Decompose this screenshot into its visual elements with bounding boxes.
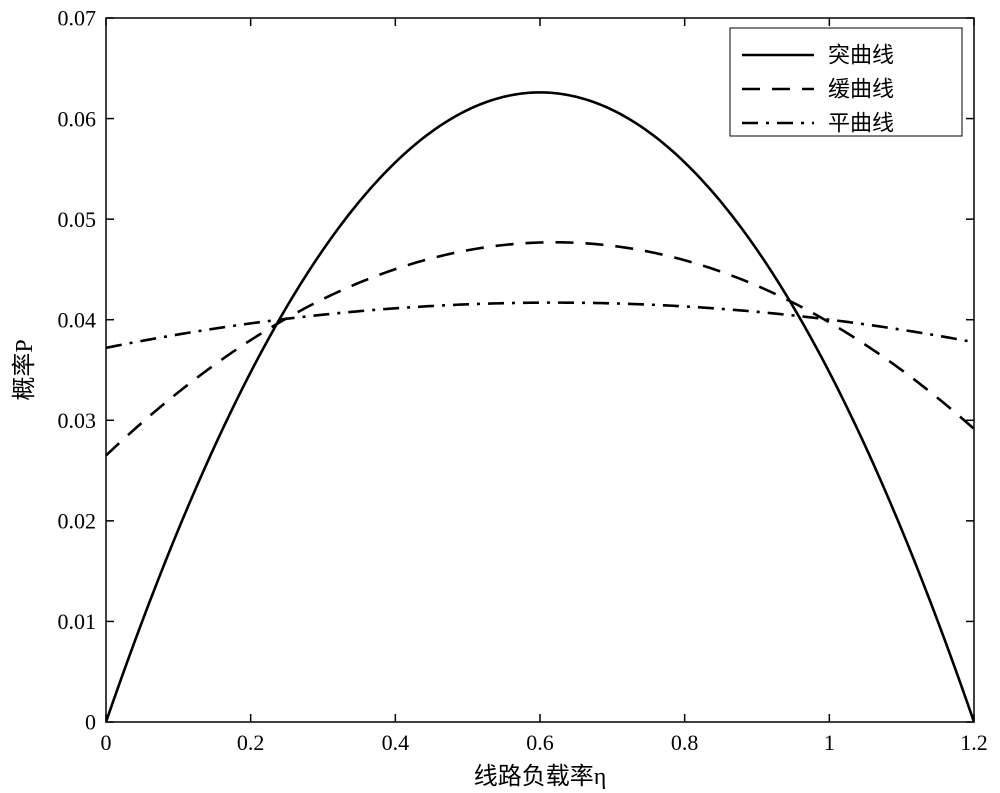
chart-svg: 0 0.2 0.4 0.6 0.8 1 1.2 0 0.01 0.02 0.03 0.04 0.05 0.…	[0, 0, 1000, 793]
y-tick-label: 0.06	[58, 106, 97, 131]
y-tick-label: 0	[85, 710, 96, 735]
y-tick-label: 0.03	[58, 408, 97, 433]
x-axis-label: 线路负载率η	[474, 763, 607, 790]
x-tick-label: 0.2	[237, 730, 265, 755]
y-tick-label: 0.07	[58, 6, 97, 31]
legend-label-2: 平曲线	[828, 111, 894, 136]
legend-label-0: 突曲线	[828, 43, 894, 68]
y-tick-label: 0.05	[58, 207, 97, 232]
y-tick-label: 0.04	[58, 307, 97, 332]
x-tick-label: 0.6	[526, 730, 554, 755]
legend: 突曲线缓曲线平曲线	[730, 28, 962, 136]
x-tick-label: 1.2	[960, 730, 988, 755]
chart-root: 0 0.2 0.4 0.6 0.8 1 1.2 0 0.01 0.02 0.03 0.04 0.05 0.…	[0, 0, 1000, 793]
x-tick-label: 0.4	[382, 730, 410, 755]
x-tick-label: 1	[824, 730, 835, 755]
x-tick-label: 0.8	[671, 730, 699, 755]
legend-label-1: 缓曲线	[828, 77, 894, 102]
x-tick-label: 0	[101, 730, 112, 755]
y-tick-label: 0.02	[58, 509, 97, 534]
y-axis-label: 概率P	[11, 339, 38, 400]
y-tick-label: 0.01	[58, 609, 97, 634]
